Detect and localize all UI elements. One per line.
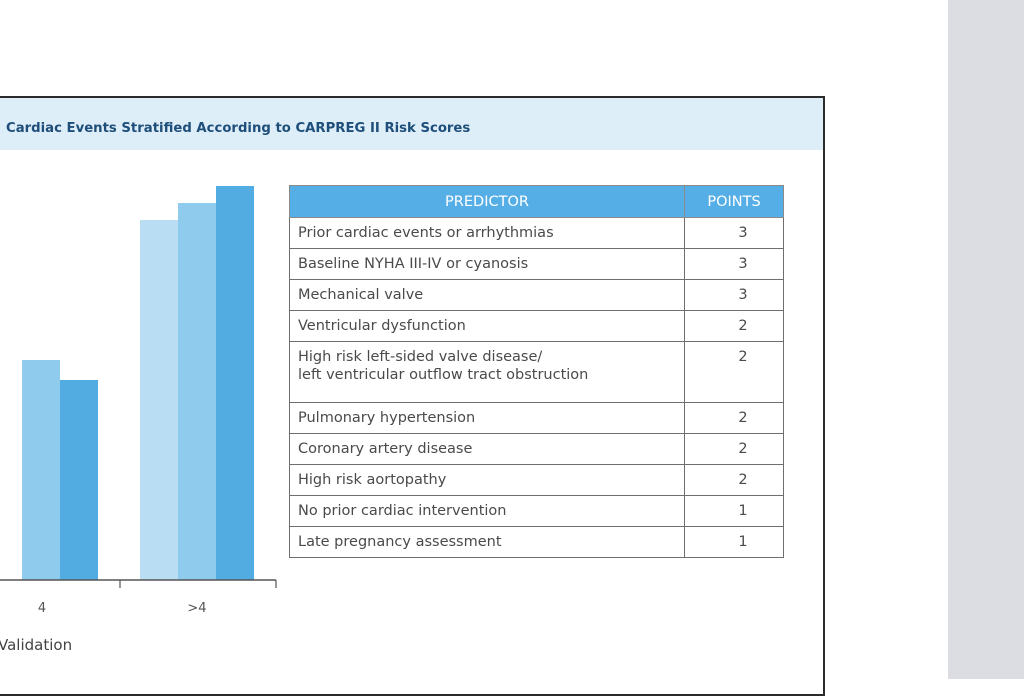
viewer-side-panel bbox=[948, 0, 1024, 679]
predictor-cell: Prior cardiac events or arrhythmias bbox=[289, 217, 685, 249]
x-tick-label: >4 bbox=[187, 601, 206, 616]
table-row: Baseline NYHA III-IV or cyanosis 3 bbox=[289, 248, 784, 280]
points-cell: 2 bbox=[684, 402, 784, 434]
predictor-cell: Pulmonary hypertension bbox=[289, 402, 685, 434]
bar-gt4-series-1 bbox=[140, 220, 178, 580]
table-header-row: PREDICTOR POINTS bbox=[289, 185, 784, 218]
points-cell: 3 bbox=[684, 248, 784, 280]
x-tick-label: 4 bbox=[38, 601, 46, 616]
table-row: No prior cardiac intervention 1 bbox=[289, 495, 784, 527]
points-cell: 2 bbox=[684, 464, 784, 496]
bar-chart: 4 >4 Validation bbox=[0, 186, 277, 654]
bar-gt4-series-2 bbox=[178, 203, 216, 580]
points-cell: 3 bbox=[684, 217, 784, 249]
bar-4-series-2 bbox=[22, 360, 60, 580]
points-cell: 2 bbox=[684, 341, 784, 403]
table-row: Pulmonary hypertension 2 bbox=[289, 402, 784, 434]
predictor-cell: Mechanical valve bbox=[289, 279, 685, 311]
header-predictor: PREDICTOR bbox=[289, 185, 685, 218]
table-row: Ventricular dysfunction 2 bbox=[289, 310, 784, 342]
points-cell: 1 bbox=[684, 526, 784, 558]
points-cell: 1 bbox=[684, 495, 784, 527]
figure-title: Cardiac Events Stratified According to C… bbox=[6, 120, 471, 136]
predictor-cell: Ventricular dysfunction bbox=[289, 310, 685, 342]
x-axis-label: Validation bbox=[0, 636, 72, 654]
predictor-points-table: PREDICTOR POINTS Prior cardiac events or… bbox=[289, 185, 784, 558]
table-row: Coronary artery disease 2 bbox=[289, 433, 784, 465]
points-cell: 2 bbox=[684, 433, 784, 465]
predictor-cell: No prior cardiac intervention bbox=[289, 495, 685, 527]
table-row: High risk aortopathy 2 bbox=[289, 464, 784, 496]
header-points: POINTS bbox=[684, 185, 784, 218]
predictor-cell: Coronary artery disease bbox=[289, 433, 685, 465]
predictor-cell: Late pregnancy assessment bbox=[289, 526, 685, 558]
points-cell: 2 bbox=[684, 310, 784, 342]
bar-gt4-series-3 bbox=[216, 186, 254, 580]
predictor-cell: Baseline NYHA III-IV or cyanosis bbox=[289, 248, 685, 280]
table-row: Prior cardiac events or arrhythmias 3 bbox=[289, 217, 784, 249]
predictor-cell: High risk aortopathy bbox=[289, 464, 685, 496]
predictor-cell: High risk left-sided valve disease/ left… bbox=[289, 341, 685, 403]
points-cell: 3 bbox=[684, 279, 784, 311]
table-row: High risk left-sided valve disease/ left… bbox=[289, 341, 784, 403]
figure-title-bar: Cardiac Events Stratified According to C… bbox=[0, 98, 823, 150]
bar-4-series-3 bbox=[60, 380, 98, 580]
predictor-line: left ventricular outflow tract obstructi… bbox=[298, 367, 589, 383]
predictor-line: High risk left-sided valve disease/ bbox=[298, 349, 543, 365]
table-row: Mechanical valve 3 bbox=[289, 279, 784, 311]
table-row: Late pregnancy assessment 1 bbox=[289, 526, 784, 558]
